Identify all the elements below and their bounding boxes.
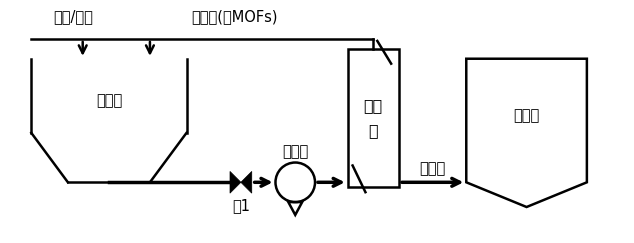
Text: 渗透液: 渗透液 (420, 161, 446, 176)
Bar (347, 49, 399, 187)
Polygon shape (241, 171, 252, 193)
Text: 离心泵: 离心泵 (282, 145, 308, 160)
Text: 阀1: 阀1 (232, 198, 250, 213)
Text: 陶瓷
膜: 陶瓷 膜 (364, 98, 383, 138)
Text: 进料罐: 进料罐 (96, 93, 122, 108)
Text: 储液罐: 储液罐 (514, 108, 540, 123)
Text: 进料/洗液: 进料/洗液 (53, 9, 93, 24)
Polygon shape (230, 171, 241, 193)
Text: 截留液(含MOFs): 截留液(含MOFs) (191, 9, 278, 24)
